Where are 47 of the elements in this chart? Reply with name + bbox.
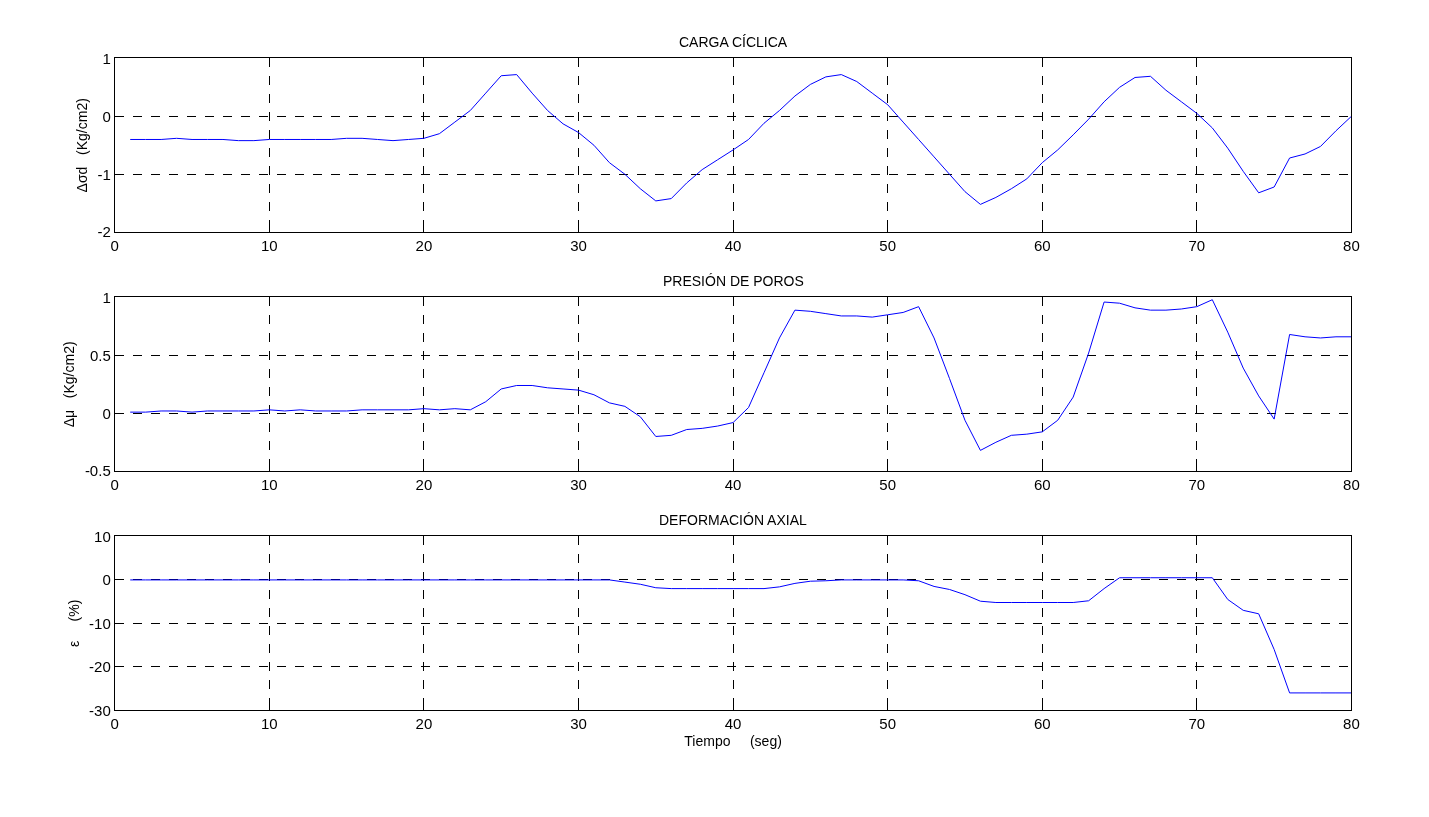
chart-title: DEFORMACIÓN AXIAL bbox=[659, 512, 808, 528]
x-tick-label: 80 bbox=[1343, 237, 1360, 255]
line-series bbox=[129, 74, 1352, 205]
x-tick-label: 70 bbox=[1188, 476, 1206, 494]
x-tick-label: 60 bbox=[1033, 476, 1051, 494]
x-tick-label: 40 bbox=[724, 476, 742, 494]
x-tick-label: 60 bbox=[1033, 237, 1051, 255]
x-tick-label: 30 bbox=[570, 715, 587, 733]
line-series bbox=[129, 299, 1352, 451]
y-tick-label: -20 bbox=[89, 658, 111, 676]
x-tick-label: 40 bbox=[724, 237, 742, 255]
y-tick-label: -0.5 bbox=[84, 462, 111, 480]
x-tick-label: 50 bbox=[879, 476, 897, 494]
y-tick-label: 10 bbox=[94, 527, 111, 545]
y-tick-label: 1 bbox=[102, 288, 111, 306]
y-tick-label: -2 bbox=[97, 223, 111, 241]
y-axis-title: ε (%) bbox=[65, 599, 82, 648]
y-tick-label: 0 bbox=[102, 571, 111, 589]
x-tick-label: 10 bbox=[260, 476, 278, 494]
x-axis-title: Tiempo (seg) bbox=[684, 732, 782, 749]
x-tick-label: 80 bbox=[1343, 715, 1360, 733]
x-tick-label: 70 bbox=[1188, 715, 1206, 733]
x-tick-label: 60 bbox=[1033, 715, 1051, 733]
y-tick-label: 0 bbox=[102, 107, 111, 125]
x-tick-label: 10 bbox=[260, 715, 278, 733]
y-tick-label: -30 bbox=[89, 701, 111, 719]
x-tick-label: 40 bbox=[724, 715, 742, 733]
y-tick-label: 0 bbox=[102, 404, 111, 422]
y-tick-label: 1 bbox=[102, 49, 111, 67]
x-tick-label: 50 bbox=[879, 237, 897, 255]
line-series bbox=[129, 577, 1352, 694]
x-tick-label: 30 bbox=[570, 476, 587, 494]
x-tick-label: 20 bbox=[415, 476, 433, 494]
y-axis-title: Δσd (Kg/cm2) bbox=[74, 98, 90, 193]
x-tick-label: 10 bbox=[260, 237, 278, 255]
x-tick-label: 80 bbox=[1343, 476, 1360, 494]
chart-title: CARGA CÍCLICA bbox=[679, 34, 788, 50]
y-axis-title: Δμ (Kg/cm2) bbox=[61, 341, 78, 428]
x-tick-label: 50 bbox=[879, 715, 897, 733]
y-tick-label: -10 bbox=[89, 614, 111, 632]
x-tick-label: 20 bbox=[415, 715, 433, 733]
x-tick-label: 70 bbox=[1188, 237, 1206, 255]
x-tick-label: 20 bbox=[415, 237, 433, 255]
y-tick-label: 0.5 bbox=[89, 346, 111, 364]
y-tick-label: -1 bbox=[97, 165, 111, 183]
chart-title: PRESIÓN DE POROS bbox=[663, 273, 804, 289]
x-tick-label: 30 bbox=[570, 237, 587, 255]
